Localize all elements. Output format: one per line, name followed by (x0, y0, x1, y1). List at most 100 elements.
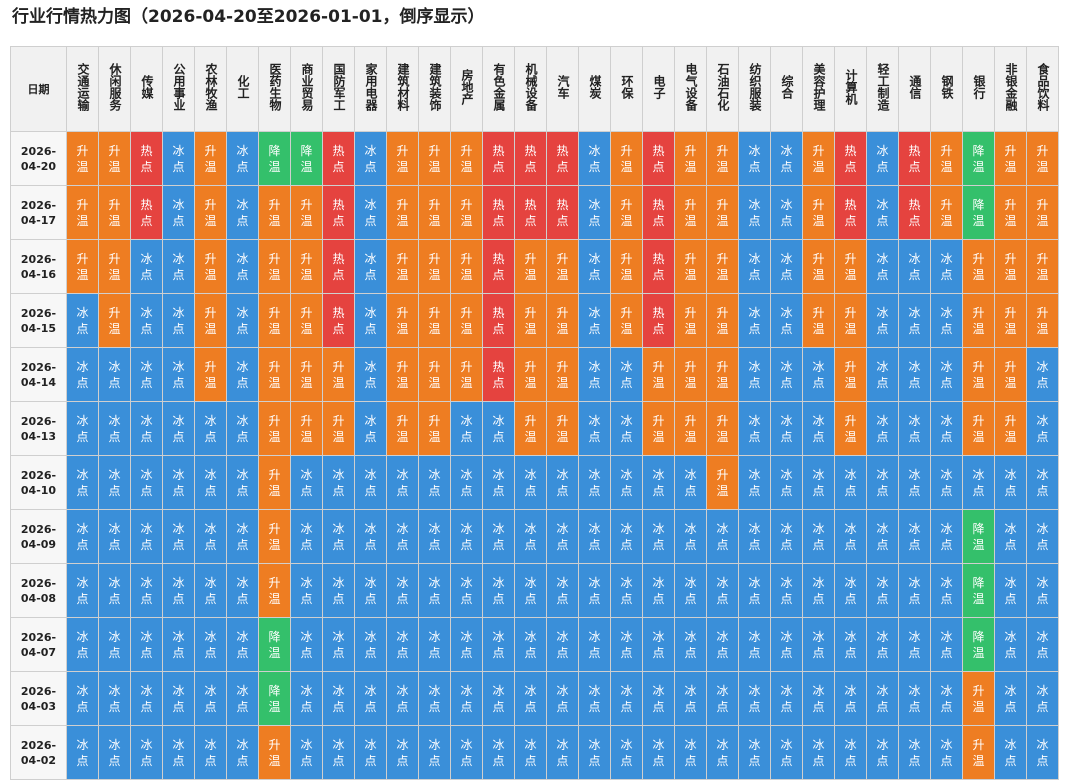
heatmap-cell: 冰点 (226, 509, 259, 564)
heatmap-cell: 升温 (258, 185, 291, 240)
industry-label: 轻工制造 (876, 63, 890, 111)
heat-state-label: 冰点 (780, 683, 793, 714)
heatmap-cell: 升温 (994, 239, 1027, 294)
heatmap-cell: 冰点 (930, 239, 963, 294)
heatmap-cell: 冰点 (98, 617, 131, 672)
heatmap-cell: 冰点 (866, 131, 899, 186)
heatmap-cell: 冰点 (770, 563, 803, 618)
heatmap-cell: 冰点 (738, 509, 771, 564)
heatmap-cell: 升温 (962, 401, 995, 456)
heat-state-label: 升温 (1036, 251, 1049, 282)
heatmap-cell: 冰点 (194, 725, 227, 780)
heatmap-cell: 冰点 (290, 455, 323, 510)
heat-state-label: 冰点 (652, 467, 665, 498)
heat-state-label: 升温 (332, 413, 345, 444)
industry-header: 计算机 (834, 46, 867, 132)
heat-state-label: 冰点 (172, 467, 185, 498)
heatmap-cell: 冰点 (66, 347, 99, 402)
heatmap-cell: 升温 (386, 239, 419, 294)
heatmap-cell: 冰点 (834, 563, 867, 618)
heatmap-cell: 冰点 (578, 131, 611, 186)
heatmap-cell: 升温 (322, 347, 355, 402)
heatmap-cell: 升温 (674, 239, 707, 294)
heat-state-label: 冰点 (684, 521, 697, 552)
heat-state-label: 冰点 (556, 575, 569, 606)
heat-state-label: 冰点 (108, 467, 121, 498)
heatmap-cell: 升温 (450, 347, 483, 402)
date-cell: 2026- 04-08 (10, 563, 67, 618)
table-row: 2026- 04-15 冰点 升温 冰点 冰点 升温 冰点 升温 升温 热点 冰点 升温 升温 升温 热点 升温… (10, 293, 1059, 348)
table-row: 2026- 04-10 冰点 冰点 冰点 冰点 冰点 冰点 升温 冰点 冰点 冰点 冰点 冰点 冰点 冰点 冰点… (10, 455, 1059, 510)
heatmap-cell: 冰点 (482, 509, 515, 564)
heatmap-cell: 冰点 (898, 509, 931, 564)
heat-state-label: 冰点 (108, 737, 121, 768)
heatmap-cell: 冰点 (898, 671, 931, 726)
heat-state-label: 升温 (460, 359, 473, 390)
heat-state-label: 热点 (140, 143, 153, 174)
heat-state-label: 冰点 (204, 683, 217, 714)
heatmap-cell: 冰点 (770, 185, 803, 240)
industry-label: 电气设备 (684, 63, 698, 111)
heat-state-label: 升温 (972, 359, 985, 390)
heatmap-cell: 热点 (322, 293, 355, 348)
heatmap-cell: 冰点 (322, 455, 355, 510)
heatmap-cell: 升温 (98, 293, 131, 348)
heatmap-cell: 冰点 (610, 455, 643, 510)
heat-state-label: 升温 (716, 467, 729, 498)
heatmap-cell: 升温 (514, 347, 547, 402)
heatmap-cell: 热点 (482, 239, 515, 294)
heat-state-label: 冰点 (492, 737, 505, 768)
heat-state-label: 冰点 (780, 629, 793, 660)
heatmap-cell: 升温 (994, 185, 1027, 240)
heat-state-label: 冰点 (748, 197, 761, 228)
heat-state-label: 冰点 (908, 413, 921, 444)
heatmap-cell: 冰点 (322, 617, 355, 672)
heat-state-label: 冰点 (972, 467, 985, 498)
heat-state-label: 升温 (524, 413, 537, 444)
date-label-part: 04-20 (20, 159, 57, 173)
heat-state-label: 冰点 (876, 143, 889, 174)
heatmap-cell: 冰点 (802, 617, 835, 672)
heatmap-cell: 升温 (962, 725, 995, 780)
industry-label: 通信 (908, 75, 922, 99)
heatmap-cell: 热点 (834, 131, 867, 186)
heat-state-label: 冰点 (460, 521, 473, 552)
heatmap-cell: 冰点 (226, 617, 259, 672)
heatmap-cell: 冰点 (674, 563, 707, 618)
heat-state-label: 冰点 (364, 251, 377, 282)
heatmap-cell: 升温 (258, 563, 291, 618)
industry-label: 交通运输 (76, 63, 90, 111)
heatmap-cell: 冰点 (418, 671, 451, 726)
industry-header: 国防军工 (322, 46, 355, 132)
heat-state-label: 升温 (1004, 305, 1017, 336)
heat-state-label: 冰点 (620, 629, 633, 660)
heat-state-label: 冰点 (236, 359, 249, 390)
date-cell: 2026- 04-09 (10, 509, 67, 564)
heat-state-label: 冰点 (876, 197, 889, 228)
date-label-part: 2026- (20, 468, 57, 482)
heat-state-label: 升温 (844, 359, 857, 390)
heatmap-cell: 冰点 (290, 563, 323, 618)
heatmap-cell: 热点 (322, 239, 355, 294)
heat-state-label: 冰点 (652, 737, 665, 768)
heat-state-label: 冰点 (76, 305, 89, 336)
industry-header: 房地产 (450, 46, 483, 132)
heat-state-label: 降温 (972, 197, 985, 228)
heatmap-cell: 冰点 (898, 455, 931, 510)
heatmap-cell: 冰点 (450, 617, 483, 672)
industry-header: 通信 (898, 46, 931, 132)
heatmap-cell: 冰点 (738, 185, 771, 240)
heat-state-label: 冰点 (716, 683, 729, 714)
heatmap-cell: 冰点 (130, 509, 163, 564)
heatmap-cell: 冰点 (578, 293, 611, 348)
heatmap-cell: 升温 (802, 131, 835, 186)
heatmap-cell: 升温 (1026, 293, 1059, 348)
heatmap-cell: 升温 (194, 185, 227, 240)
heatmap-cell: 冰点 (354, 455, 387, 510)
heat-state-label: 升温 (1036, 197, 1049, 228)
heatmap-cell: 冰点 (226, 131, 259, 186)
date-label-part: 04-14 (20, 375, 57, 389)
heat-state-label: 冰点 (876, 413, 889, 444)
heat-state-label: 热点 (524, 143, 537, 174)
heatmap-cell: 冰点 (770, 617, 803, 672)
